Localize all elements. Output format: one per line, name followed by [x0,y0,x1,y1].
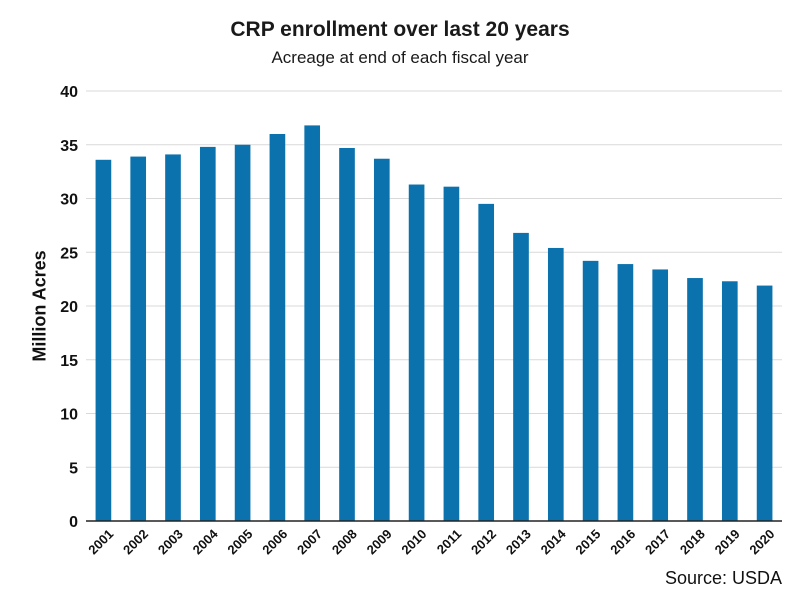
bar [582,260,599,521]
y-tick-label: 15 [60,353,78,370]
bar [408,184,425,521]
bar [617,264,634,521]
x-tick-label: 2007 [294,526,325,557]
x-tick-label: 2005 [224,526,255,557]
chart-title: CRP enrollment over last 20 years [230,18,570,41]
bar [652,269,669,521]
x-tick-label: 2010 [398,526,429,557]
x-tick-label: 2003 [155,526,186,557]
x-tick-label: 2006 [259,526,290,557]
y-tick-label: 0 [69,514,78,531]
y-tick-label: 35 [60,138,78,155]
y-tick-label: 40 [60,84,78,101]
x-tick-label: 2020 [746,526,777,557]
bar [478,203,495,521]
x-tick-label: 2011 [434,526,465,557]
y-tick-label: 10 [60,407,78,424]
bar [443,186,460,522]
bar [269,134,286,521]
bar [304,125,321,522]
bar [373,158,390,521]
y-tick-label: 20 [60,299,78,316]
bar [721,281,738,521]
x-tick-label: 2008 [329,526,360,557]
bar [199,146,216,521]
bar [234,144,251,521]
x-tick-label: 2017 [642,526,673,557]
x-tick-label: 2002 [120,526,151,557]
source-note: Source: USDA [664,568,782,588]
bar [339,147,355,521]
bar [687,278,703,521]
x-tick-label: 2016 [607,526,638,557]
x-tick-label: 2019 [712,526,743,557]
x-tick-label: 2004 [190,526,222,558]
chart-subtitle: Acreage at end of each fiscal year [271,48,529,67]
x-tick-label: 2009 [364,526,395,557]
x-tick-label: 2018 [677,526,708,557]
bar [130,156,147,521]
y-tick-label: 5 [69,460,78,477]
x-tick-label: 2013 [503,526,534,557]
bar [756,285,773,521]
bar [165,154,181,522]
x-tick-label: 2001 [85,526,116,557]
x-tick-label: 2014 [538,526,570,558]
y-tick-label: 25 [60,245,78,262]
x-tick-label: 2015 [572,526,603,557]
x-tick-label: 2012 [468,526,499,557]
bar [95,159,112,522]
bar [513,232,529,521]
y-tick-label: 30 [60,192,78,209]
bar [547,247,564,521]
